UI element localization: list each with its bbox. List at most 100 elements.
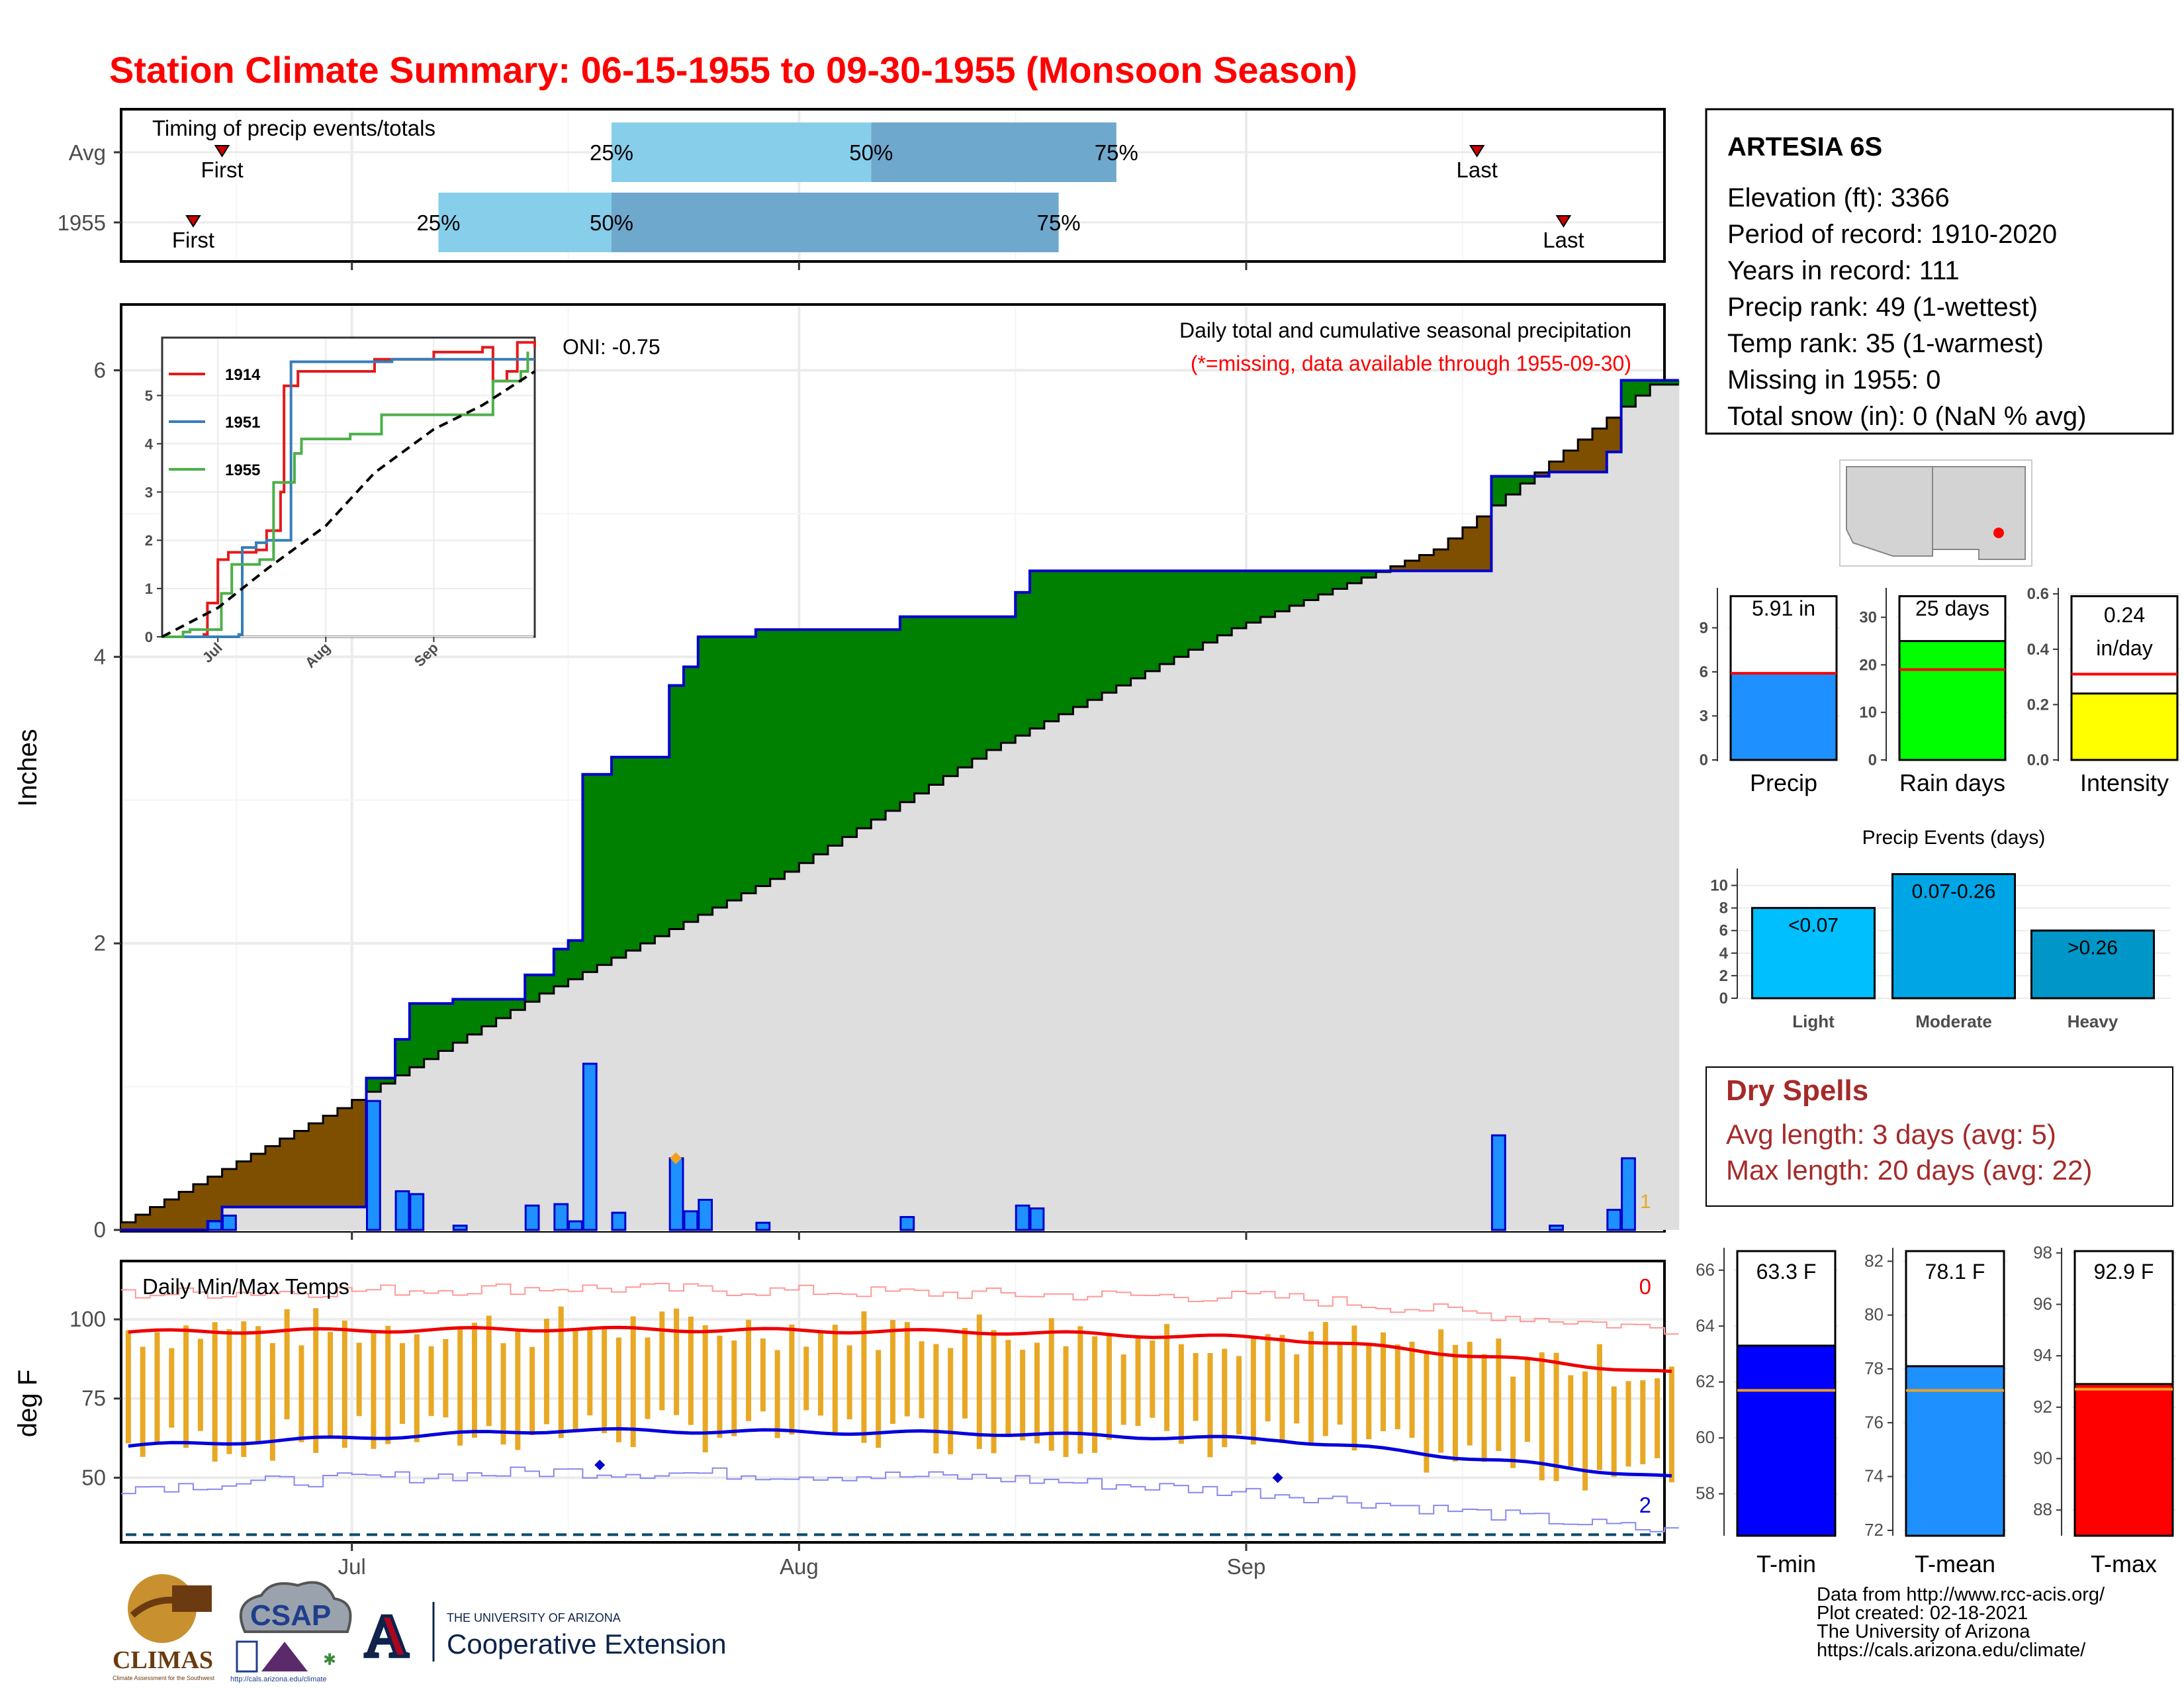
- below-average-fill: [121, 1222, 136, 1230]
- credit-line-4: https://cals.arizona.edu/climate/: [1817, 1640, 2086, 1661]
- inset-y-tick-label: 2: [145, 532, 153, 549]
- below-curve-fill: [755, 886, 771, 1230]
- daily-temp-range-bar: [1193, 1352, 1199, 1421]
- events-bar-label: Heavy: [2068, 1011, 2118, 1031]
- daily-temp-range-bar: [803, 1346, 809, 1411]
- mini-y-tick-label: 0: [1868, 751, 1877, 769]
- below-curve-fill: [1506, 494, 1521, 1230]
- average-cumulative-line: [121, 383, 1679, 1223]
- above-average-fill: [813, 630, 829, 855]
- above-average-fill: [770, 630, 786, 879]
- mini-y-tick-label: 30: [1859, 609, 1877, 627]
- timing-first-label: First: [172, 228, 214, 252]
- daily-precip-bar: [1621, 1157, 1636, 1231]
- above-average-fill: [1361, 571, 1377, 578]
- ua-line2: Cooperative Extension: [447, 1628, 727, 1660]
- above-average-fill: [886, 630, 901, 811]
- above-average-fill: [438, 1004, 453, 1051]
- mini-y-tick-label: 0.0: [2027, 751, 2049, 769]
- below-curve-fill: [1448, 571, 1463, 1230]
- daily-precip-bar: [568, 1220, 583, 1231]
- csap-text: CSAP: [250, 1599, 331, 1632]
- daily-temp-range-bar: [1351, 1325, 1357, 1451]
- daily-temp-range-bar: [1207, 1353, 1213, 1458]
- timing-last-label: Last: [1456, 158, 1497, 182]
- timing-last-label: Last: [1543, 228, 1584, 252]
- station-info-frame: [1705, 108, 2174, 435]
- below-curve-fill: [1044, 721, 1060, 1230]
- daily-temp-range-bar: [846, 1345, 852, 1420]
- x-axis: Jul Aug Sep: [338, 1542, 1265, 1579]
- mini-bar-value: 5.91 in: [1752, 596, 1815, 620]
- below-curve-fill: [1203, 642, 1218, 1230]
- daily-temp-range-bar: [904, 1322, 910, 1417]
- station-name: ARTESIA 6S: [1727, 132, 1882, 162]
- daily-temp-range-bar: [688, 1316, 694, 1425]
- daily-temp-range-bar: [500, 1343, 506, 1445]
- below-average-fill: [150, 1207, 165, 1230]
- daily-temp-range-bar: [1135, 1335, 1141, 1427]
- below-curve-fill: [1232, 628, 1247, 1230]
- daily-precip-bar: [394, 1190, 410, 1231]
- dry-spells-avg: Avg length: 3 days (avg: 5): [1726, 1119, 2056, 1150]
- above-average-fill: [784, 630, 799, 872]
- below-curve-fill: [1621, 406, 1637, 1230]
- daily-temp-range-bar: [962, 1328, 968, 1419]
- temp-summary-value: 78.1 F: [1925, 1260, 1985, 1284]
- daily-temp-range-bar: [1381, 1332, 1387, 1432]
- oni-value: ONI: -0.75: [563, 335, 660, 359]
- daily-temp-range-bar: [1596, 1344, 1602, 1470]
- new-mexico-shape: [1932, 466, 2026, 560]
- above-average-fill: [899, 616, 915, 802]
- events-y-tick-label: 0: [1719, 990, 1728, 1008]
- events-y-tick-label: 6: [1719, 922, 1728, 940]
- below-average-fill: [1606, 417, 1622, 452]
- daily-temp-range-bar: [1337, 1343, 1343, 1425]
- daily-temp-range-bar: [1005, 1340, 1011, 1434]
- temp-summary-label: T-min: [1756, 1550, 1816, 1577]
- below-curve-fill: [251, 1207, 266, 1230]
- temp-summary-label: T-max: [2091, 1550, 2157, 1577]
- below-average-fill: [279, 1139, 295, 1207]
- daily-temp-range-bar: [1366, 1344, 1372, 1440]
- temp-summary-y-tick-label: 72: [1864, 1520, 1884, 1540]
- daily-precip-bar: [409, 1193, 425, 1231]
- above-average-fill: [1275, 571, 1290, 612]
- temp-summary-y-tick-label: 60: [1696, 1427, 1715, 1447]
- above-average-fill: [453, 999, 468, 1043]
- below-average-fill: [222, 1169, 237, 1207]
- daily-temp-range-bar: [328, 1332, 334, 1436]
- inset-y-tick-label: 3: [145, 484, 153, 500]
- temp-y-axis-label: deg F: [13, 1370, 42, 1437]
- below-curve-fill: [1462, 571, 1478, 1230]
- climas-text: CLIMAS: [113, 1646, 213, 1674]
- below-curve-fill: [972, 759, 987, 1230]
- timing-row-avg-label: Avg: [69, 140, 106, 165]
- above-average-fill: [755, 630, 771, 886]
- above-average-fill: [1030, 571, 1045, 729]
- below-curve-fill: [496, 1017, 512, 1230]
- below-curve-fill: [539, 993, 555, 1230]
- below-curve-fill: [612, 957, 627, 1230]
- events-y-tick-label: 2: [1719, 967, 1728, 985]
- record-low-marker-icon: [594, 1460, 606, 1471]
- below-curve-fill: [1419, 571, 1434, 1230]
- season-summary-bars: 0 3 6 9 5.91 in Precip 0 10 20 30 25 days Rain days…: [1700, 585, 2181, 796]
- daily-temp-range-bar: [1539, 1352, 1545, 1481]
- avg-tmin-line: [128, 1427, 1672, 1478]
- above-average-fill: [496, 999, 512, 1018]
- below-average-fill: [135, 1215, 151, 1230]
- temp-summary-y-tick-label: 74: [1864, 1466, 1884, 1486]
- daily-temp-range-bar: [1150, 1340, 1156, 1418]
- above-average-fill: [1318, 571, 1334, 594]
- events-bar-light: [1751, 907, 1876, 1000]
- daily-temp-range-bar: [976, 1314, 982, 1449]
- below-curve-fill: [1260, 616, 1276, 1230]
- timing-bar-25-50: [612, 122, 872, 182]
- daily-precip-bar: [611, 1211, 627, 1231]
- precip-events-chart: Precip Events (days) 0 2 4 6 8 10 <0.07 Light 0.0…: [1710, 827, 2171, 1031]
- above-average-fill: [914, 616, 930, 794]
- station-location-dot: [1993, 528, 2004, 538]
- below-curve-fill: [1087, 700, 1103, 1230]
- below-curve-fill: [856, 828, 872, 1230]
